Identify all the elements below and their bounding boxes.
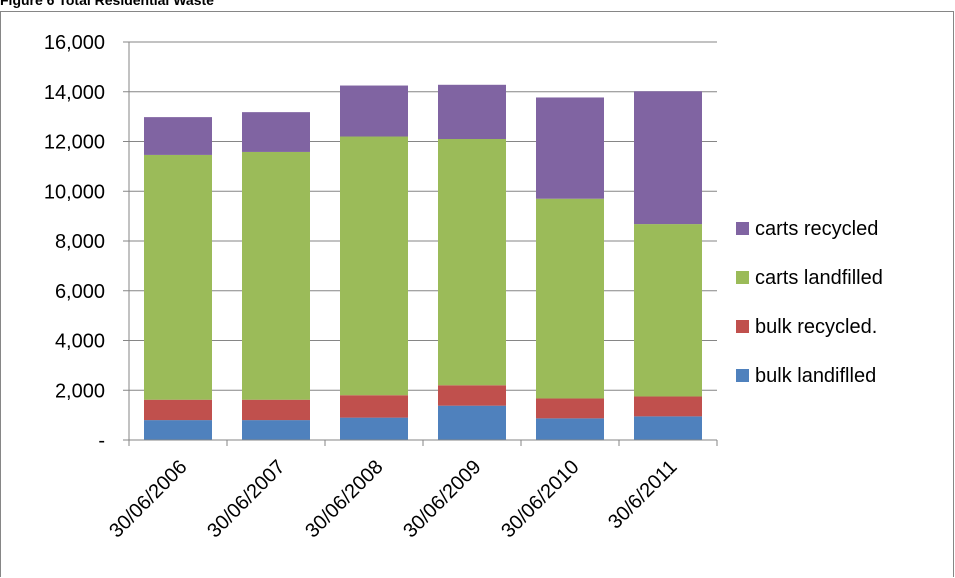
legend: carts recycled carts landfilled bulk recyc… xyxy=(736,218,883,387)
bar-segment xyxy=(536,198,604,399)
x-tick-label: 30/06/2009 xyxy=(399,456,485,542)
bar-segment xyxy=(438,385,506,406)
y-tick-label: 6,000 xyxy=(55,281,105,303)
bar-segment xyxy=(144,117,212,155)
y-tick-label: 4,000 xyxy=(55,331,105,353)
bar-segment xyxy=(340,85,408,137)
bar-segment xyxy=(438,139,506,386)
bars xyxy=(144,84,702,440)
y-tick-label: 14,000 xyxy=(44,82,105,104)
bar-segment xyxy=(242,399,310,421)
y-tick-label: - xyxy=(98,430,105,452)
y-tick-label: 8,000 xyxy=(55,231,105,253)
axes xyxy=(123,41,718,446)
x-tick-label: 30/06/2006 xyxy=(105,456,191,542)
chart-frame xyxy=(0,11,954,577)
bar-segment xyxy=(536,418,604,440)
bar-segment xyxy=(340,395,408,418)
x-tick-label: 30/06/2007 xyxy=(203,456,289,542)
bar-segment xyxy=(340,136,408,396)
legend-swatch xyxy=(736,222,749,235)
x-tick-label: 30/06/2010 xyxy=(497,456,583,542)
legend-swatch xyxy=(736,271,749,284)
x-tick-label: 30/06/2008 xyxy=(301,456,387,542)
bar-segment xyxy=(634,224,702,397)
y-tick-label: 16,000 xyxy=(44,32,105,54)
bar-segment xyxy=(438,405,506,440)
bar-segment xyxy=(242,151,310,400)
bar-segment xyxy=(634,416,702,440)
legend-label: carts landfilled xyxy=(755,267,883,289)
y-tick-label: 10,000 xyxy=(44,181,105,203)
bar-segment xyxy=(242,420,310,440)
legend-swatch xyxy=(736,320,749,333)
bar-segment xyxy=(144,154,212,400)
bar-segment xyxy=(144,399,212,421)
legend-swatch xyxy=(736,369,749,382)
bar-segment xyxy=(536,398,604,419)
bar-segment xyxy=(634,396,702,417)
bar-segment xyxy=(144,420,212,440)
bar-segment xyxy=(536,97,604,199)
legend-label: bulk landiflled xyxy=(755,365,876,387)
bar-segment xyxy=(634,91,702,225)
bar-segment xyxy=(340,417,408,440)
figure-caption: Figure 6 Total Residential Waste xyxy=(0,0,214,8)
x-tick-labels: 30/06/2006 30/06/2007 30/06/2008 30/06/2009… xyxy=(105,456,681,542)
legend-label: bulk recycled. xyxy=(755,316,877,338)
x-tick-label: 30/6/2011 xyxy=(604,456,681,533)
gridlines xyxy=(129,41,717,391)
legend-label: carts recycled xyxy=(755,218,878,240)
y-tick-label: 2,000 xyxy=(55,380,105,402)
y-tick-label: 12,000 xyxy=(44,132,105,154)
y-tick-labels: - 2,000 4,000 6,000 8,000 10,000 12,000 14,000 1… xyxy=(44,32,105,452)
bar-segment xyxy=(438,84,506,140)
bar-segment xyxy=(242,112,310,152)
